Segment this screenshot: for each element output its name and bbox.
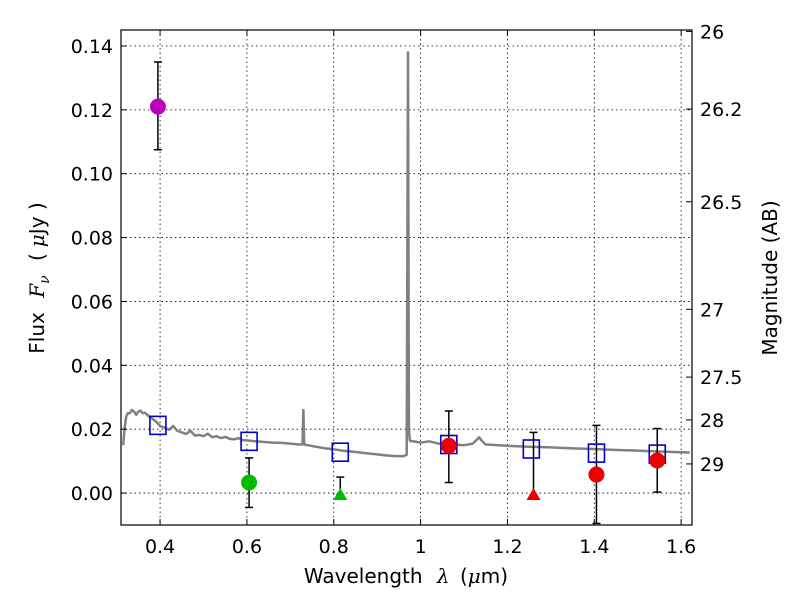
magnitude-tick-label: 28 [700, 410, 724, 432]
y-tick-label: 0.10 [71, 164, 113, 186]
y-tick-label: 0.06 [71, 291, 113, 313]
x-axis-symbol: λ [436, 564, 450, 588]
green-data-point [241, 474, 258, 491]
x-axis-title: Wavelength λ (μm) [304, 564, 508, 588]
y-tick-label: 0.02 [71, 419, 113, 441]
purple-data-point [149, 98, 166, 115]
magnitude-tick-label: 26.5 [700, 192, 742, 214]
marker-layer [149, 98, 667, 501]
x-axis-unit-mu: μ [468, 564, 481, 588]
x-tick-label: 0.8 [319, 536, 349, 558]
green-upper-limit-triangle [333, 488, 348, 501]
x-tick-label: 0.4 [145, 536, 175, 558]
x-tick-label: 1.4 [579, 536, 609, 558]
y-tick-label: 0.00 [71, 483, 113, 505]
red-data-point [649, 452, 666, 469]
y-axis-title-prefix: Flux [25, 312, 49, 354]
model-spectrum-layer [121, 51, 690, 458]
y-axis-subscript: ν [37, 275, 53, 284]
x-tick-label: 1.6 [666, 536, 696, 558]
magnitude-axis-title: Magnitude (AB) [758, 200, 782, 355]
x-tick-label: 1 [415, 536, 427, 558]
red-data-point [440, 437, 457, 454]
red-upper-limit-triangle [526, 488, 541, 501]
y-tick-label: 0.12 [71, 100, 113, 122]
magnitude-tick-label: 27.5 [700, 367, 742, 389]
magnitude-tick-label: 27 [700, 299, 724, 321]
plot-frame [120, 29, 693, 526]
y-axis-symbol: F [25, 283, 49, 299]
y-axis-unit-open: ( [25, 253, 49, 261]
model-photometry-square [240, 431, 258, 452]
y-tick-label: 0.08 [71, 228, 113, 250]
red-data-point [588, 466, 605, 483]
model-photometry-square [331, 442, 350, 462]
x-tick-label: 0.6 [232, 536, 262, 558]
model-spectrum-line [121, 51, 690, 458]
y-axis-title: Flux Fν ( μJy ) [25, 202, 54, 353]
grid [121, 30, 692, 525]
y-axis-unit-rest: Jy ) [25, 202, 49, 236]
x-axis-unit-rest: m) [481, 564, 508, 588]
model-photometry-square [587, 443, 606, 463]
model-photometry-square [522, 439, 541, 459]
magnitude-tick-label: 26 [700, 21, 724, 43]
model-photometry-square [149, 415, 167, 436]
magnitude-tick-label: 29 [700, 454, 724, 476]
magnitude-tick-label: 26.2 [700, 99, 742, 121]
x-axis-unit-open: ( [460, 564, 468, 588]
tick-layer: 0.4 0.6 0.8 1 1.2 1.4 1.6 0.00 0.02 0.04 0.06 0.08 0… [71, 21, 743, 558]
x-axis-title-prefix: Wavelength [304, 564, 423, 588]
y-tick-label: 0.14 [71, 36, 113, 58]
x-tick-label: 1.2 [492, 536, 522, 558]
y-axis-unit-mu: μ [25, 234, 49, 247]
y-tick-label: 0.04 [71, 355, 113, 377]
